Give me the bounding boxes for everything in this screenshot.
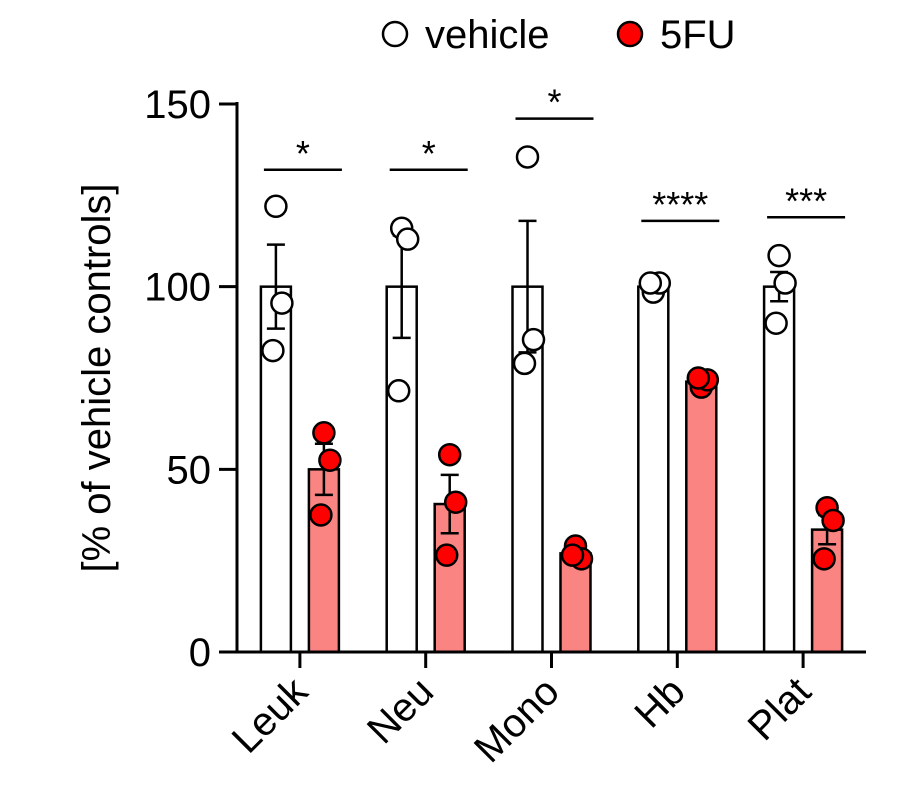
data-point-vehicle [773,271,797,295]
significance-label: **** [652,184,708,225]
error-bars-layer [266,219,837,559]
data-point-5fu [309,503,333,527]
data-point-5fu [686,366,711,390]
legend: vehicle 5FU [381,13,736,57]
data-point-5fu [437,442,462,467]
y-tick-label: 0 [189,631,211,675]
legend-marker-vehicle [381,20,409,48]
legend-label-5fu: 5FU [660,13,736,57]
bar-5fu-hb [685,380,718,654]
data-point-vehicle [395,227,420,251]
data-point-5fu [318,448,342,472]
data-point-5fu [434,543,459,567]
data-point-5fu [312,421,336,445]
points-layer [261,145,845,571]
bar-vehicle-hb [637,285,670,654]
x-tick-label-neu: Neu [359,669,442,752]
data-point-5fu [443,490,468,514]
significance-label: * [422,133,436,174]
x-ticks: Leuk Neu Mono Hb Plat [224,652,820,771]
significance-label: * [296,133,310,174]
significance-label: * [547,82,561,123]
y-tick-label: 150 [144,83,211,127]
y-tick-label: 100 [144,266,211,310]
data-point-vehicle [764,311,788,335]
bar-5fu-leuk [307,468,341,654]
data-point-5fu [821,508,845,533]
data-point-vehicle [261,338,285,363]
y-ticks: 0 50 100 150 [144,83,237,675]
data-point-5fu [560,543,585,567]
bars-layer [259,285,844,654]
data-point-vehicle [767,243,791,268]
significance-label: *** [785,180,827,221]
x-tick-label-leuk: Leuk [224,669,317,762]
legend-label-vehicle: vehicle [425,13,550,57]
data-point-vehicle [270,291,294,315]
significance-layer: * ****** *** [263,82,846,225]
y-tick-label: 50 [167,448,212,492]
x-tick-label-mono: Mono [466,669,568,771]
bar-vehicle-neu [385,285,418,654]
bar-vehicle-plat [762,285,796,654]
x-tick-label-hb: Hb [626,669,693,736]
x-tick-label-plat: Plat [740,669,820,749]
data-point-vehicle [386,379,411,403]
data-point-5fu [812,547,836,571]
data-point-vehicle [512,351,537,376]
data-point-vehicle [638,271,663,295]
data-point-vehicle [521,327,546,352]
y-axis-label: [% of vehicle controls] [75,183,119,572]
data-point-vehicle [515,145,540,169]
legend-marker-5fu [616,20,644,48]
data-point-vehicle [264,194,288,219]
